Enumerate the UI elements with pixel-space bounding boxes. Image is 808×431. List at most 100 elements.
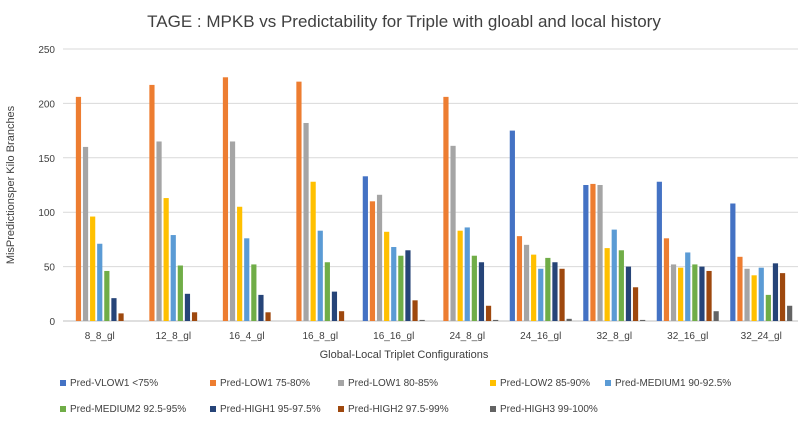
bar [538, 268, 544, 321]
bar [90, 216, 96, 321]
bar [765, 294, 771, 321]
legend-swatch [60, 406, 66, 412]
x-tick-label: 32_24_gl [741, 331, 782, 342]
x-tick-label: 32_8_gl [596, 331, 632, 342]
y-tick-label: 250 [38, 45, 55, 56]
legend-swatch [605, 380, 611, 386]
legend: Pred-VLOW1 <75% Pred-LOW1 75-80% Pred-LOW1… [60, 378, 731, 415]
bar [625, 266, 632, 321]
y-tick-label: 0 [49, 317, 55, 328]
bar [493, 319, 499, 321]
bar [552, 262, 558, 321]
bar [583, 185, 589, 321]
legend-swatch [490, 406, 496, 412]
bar [111, 298, 117, 321]
bar [670, 264, 677, 321]
bar [699, 266, 705, 321]
bar [713, 311, 719, 321]
x-tick-label: 24_8_gl [449, 331, 485, 342]
bar [75, 96, 82, 321]
bar [611, 229, 617, 321]
x-axis-label: Global-Local Triplet Configurations [320, 349, 489, 361]
y-axis-label: MisPredictionsper Kilo Branches [5, 105, 17, 264]
bar [331, 291, 338, 321]
bar [391, 247, 397, 321]
legend-swatch [60, 380, 66, 386]
bar [737, 256, 743, 321]
bar [516, 236, 523, 321]
bar [156, 141, 162, 321]
bar [419, 319, 425, 321]
bar [369, 201, 376, 321]
legend-item-label: Pred-MEDIUM2 92.5-95% [70, 404, 186, 415]
bar [559, 268, 565, 321]
bar [229, 141, 236, 321]
legend-swatch [210, 380, 216, 386]
bar [384, 231, 390, 321]
bar [545, 257, 551, 321]
bar [405, 250, 411, 321]
bar [317, 230, 323, 321]
legend-item-label: Pred-HIGH3 99-100% [500, 404, 598, 415]
x-tick-label: 32_16_gl [667, 331, 708, 342]
bar [97, 243, 103, 321]
legend-item-label: Pred-LOW2 85-90% [500, 378, 590, 389]
legend-item-label: Pred-LOW1 75-80% [220, 378, 310, 389]
bar [104, 270, 110, 321]
x-tick-label: 12_8_gl [155, 331, 191, 342]
bar [177, 265, 183, 321]
x-tick-label: 24_16_gl [520, 331, 561, 342]
legend-swatch [210, 406, 216, 412]
y-axis-ticks: 0 50 100 150 200 250 [38, 45, 55, 328]
bar [237, 206, 243, 321]
bar [656, 181, 662, 321]
bar [663, 238, 670, 321]
bar [566, 318, 572, 321]
bar [779, 273, 786, 321]
bar [692, 264, 698, 321]
bar [471, 255, 477, 321]
bar [485, 305, 492, 321]
bar [338, 311, 345, 321]
x-tick-label: 16_16_gl [373, 331, 414, 342]
bar [222, 77, 229, 322]
bar [464, 227, 470, 321]
bar [685, 252, 691, 321]
legend-item-label: Pred-HIGH1 95-97.5% [220, 404, 321, 415]
bar [457, 230, 463, 321]
bar [244, 238, 250, 321]
bar [787, 305, 793, 321]
bar [163, 198, 169, 321]
legend-item-label: Pred-MEDIUM1 90-92.5% [615, 378, 731, 389]
bar [412, 300, 418, 321]
bar [296, 81, 302, 321]
x-tick-label: 16_8_gl [302, 331, 338, 342]
y-tick-label: 150 [38, 154, 55, 165]
bar [149, 84, 155, 322]
bar [597, 185, 603, 321]
bar [509, 130, 515, 321]
bar [324, 262, 330, 321]
legend-swatch [490, 380, 496, 386]
bar [376, 194, 383, 321]
bar [265, 312, 271, 321]
chart-title: TAGE : MPKB vs Predictability for Triple… [147, 12, 661, 31]
bar [450, 145, 456, 321]
bar [523, 244, 530, 321]
bar [82, 146, 89, 321]
bar [170, 235, 176, 321]
x-tick-label: 16_4_gl [229, 331, 265, 342]
bar [310, 181, 316, 321]
legend-item-label: Pred-LOW1 80-85% [348, 378, 438, 389]
bars [75, 77, 793, 322]
y-tick-label: 50 [44, 263, 56, 274]
bar [531, 254, 537, 321]
bar [251, 264, 257, 321]
bar [772, 263, 779, 321]
bar [590, 183, 596, 321]
bar [398, 255, 404, 321]
bar [478, 262, 485, 321]
legend-item-label: Pred-HIGH2 97.5-99% [348, 404, 449, 415]
